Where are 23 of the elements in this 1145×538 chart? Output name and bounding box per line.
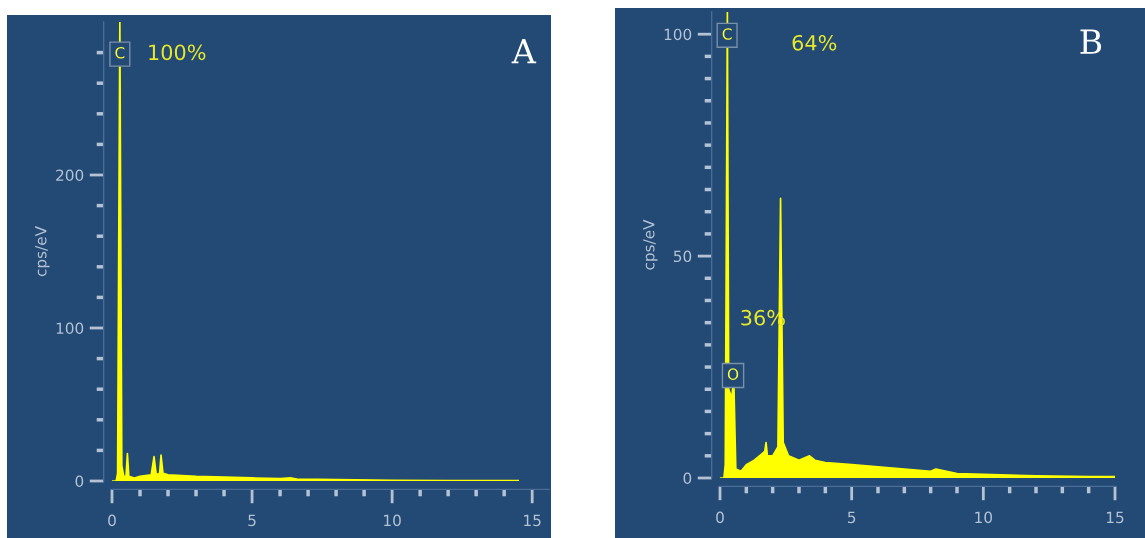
y-axis-title: cps/eV (35, 226, 50, 277)
annotation: C (722, 28, 732, 40)
annotation: O (727, 368, 739, 380)
y-tick-label: 100 (56, 322, 84, 335)
x-tick-label: 10 (975, 511, 993, 524)
chart-title: A (511, 39, 537, 64)
x-tick-label: 5 (847, 511, 856, 524)
y-axis-title: cps/eV (643, 219, 658, 270)
chart-title: B (1080, 29, 1102, 54)
x-tick-label: 0 (716, 511, 724, 524)
x-tick-label: 15 (1106, 511, 1124, 524)
y-tick-label: 0 (75, 475, 84, 488)
annotation: C (115, 47, 125, 59)
annotation: 100% (149, 44, 206, 61)
x-tick-label: 5 (248, 514, 256, 527)
y-tick-label: 100 (664, 28, 692, 41)
y-tick-label: 200 (56, 169, 84, 182)
y-tick-label: 0 (683, 472, 692, 485)
annotation: 64% (792, 34, 837, 51)
x-tick-label: 0 (108, 514, 116, 527)
x-tick-label: 15 (524, 514, 541, 527)
y-tick-label: 50 (673, 250, 692, 263)
x-tick-label: 10 (384, 514, 401, 527)
